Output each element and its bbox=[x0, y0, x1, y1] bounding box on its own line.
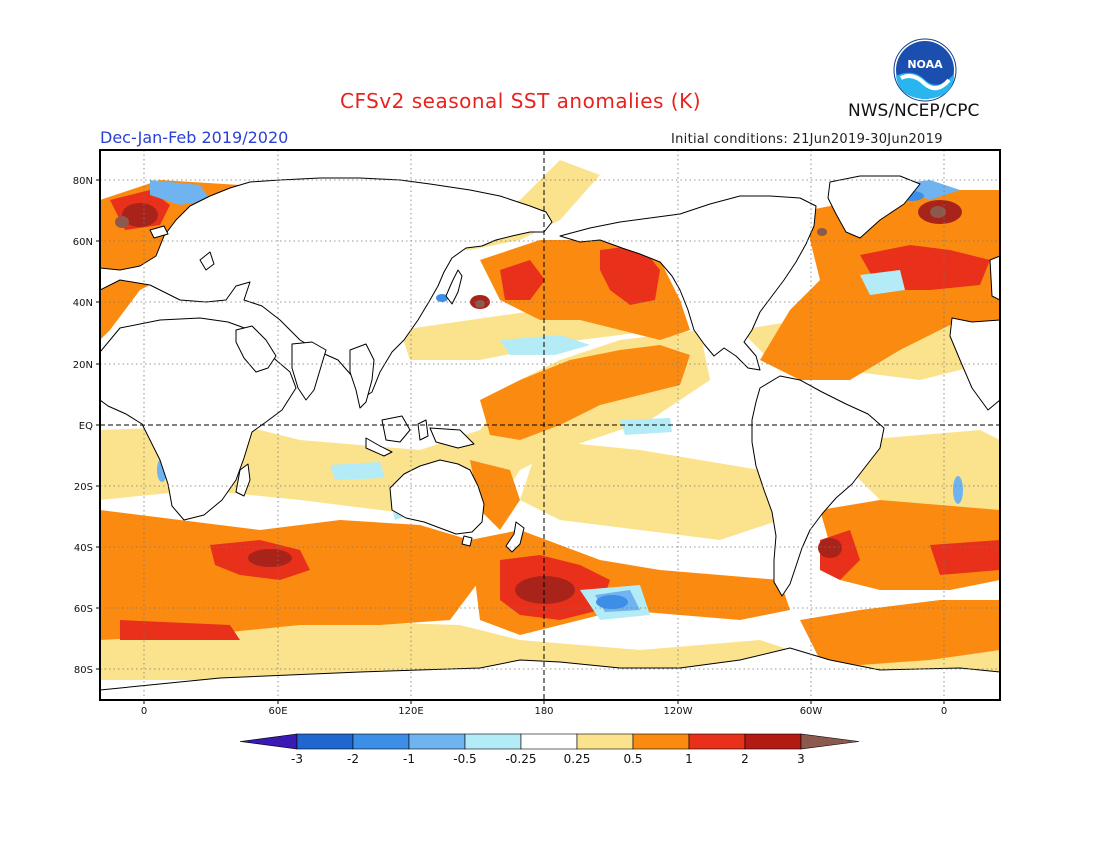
lat-label: 20S bbox=[74, 482, 93, 493]
axis-ticks bbox=[96, 179, 945, 704]
colorbar-upper-extension bbox=[800, 733, 860, 750]
lon-label: 60E bbox=[268, 706, 287, 717]
lon-label: 120E bbox=[398, 706, 423, 717]
colorbar-label: 3 bbox=[797, 752, 805, 766]
colorbar-segment bbox=[576, 733, 634, 750]
lon-label: 60W bbox=[800, 706, 823, 717]
colorbar-label: 1 bbox=[685, 752, 693, 766]
colorbar-segment bbox=[408, 733, 466, 750]
lat-label: 40S bbox=[74, 543, 93, 554]
colorbar-label: -2 bbox=[347, 752, 359, 766]
colorbar-segment bbox=[464, 733, 522, 750]
lon-label: 0 bbox=[141, 706, 147, 717]
colorbar-label: -0.25 bbox=[505, 752, 536, 766]
lon-label: 120W bbox=[664, 706, 693, 717]
lat-label: 60S bbox=[74, 604, 93, 615]
lon-label: 180 bbox=[534, 706, 553, 717]
colorbar-segment bbox=[744, 733, 802, 750]
lat-label: 60N bbox=[73, 237, 93, 248]
noaa-logo-icon: NOAA bbox=[893, 38, 957, 102]
colorbar-label: 2 bbox=[741, 752, 749, 766]
anomaly-field bbox=[100, 150, 1000, 700]
colorbar-segment bbox=[688, 733, 746, 750]
svg-text:NOAA: NOAA bbox=[907, 58, 943, 71]
colorbar-label: -3 bbox=[291, 752, 303, 766]
lat-label: 20N bbox=[73, 360, 93, 371]
lat-label: 80S bbox=[74, 665, 93, 676]
colorbar-label: -0.5 bbox=[453, 752, 476, 766]
colorbar-segment bbox=[352, 733, 410, 750]
colorbar-lower-extension bbox=[239, 733, 298, 750]
initial-conditions-label: Initial conditions: 21Jun2019-30Jun2019 bbox=[671, 132, 943, 147]
map-title: CFSv2 seasonal SST anomalies (K) bbox=[340, 89, 701, 113]
organization-label: NWS/NCEP/CPC bbox=[848, 101, 980, 121]
season-label: Dec-Jan-Feb 2019/2020 bbox=[100, 128, 289, 147]
colorbar-label: 0.25 bbox=[564, 752, 591, 766]
lon-label: 0 bbox=[941, 706, 947, 717]
colorbar: -3 -2 -1 -0.5 -0.25 0.25 0.5 1 2 3 bbox=[239, 733, 860, 766]
lat-label: EQ bbox=[79, 421, 93, 432]
lat-label: 80N bbox=[73, 176, 93, 187]
colorbar-segment bbox=[632, 733, 690, 750]
colorbar-segment bbox=[520, 733, 578, 750]
colorbar-segment bbox=[296, 733, 354, 750]
lat-label: 40N bbox=[73, 298, 93, 309]
colorbar-label: 0.5 bbox=[623, 752, 642, 766]
colorbar-label: -1 bbox=[403, 752, 415, 766]
